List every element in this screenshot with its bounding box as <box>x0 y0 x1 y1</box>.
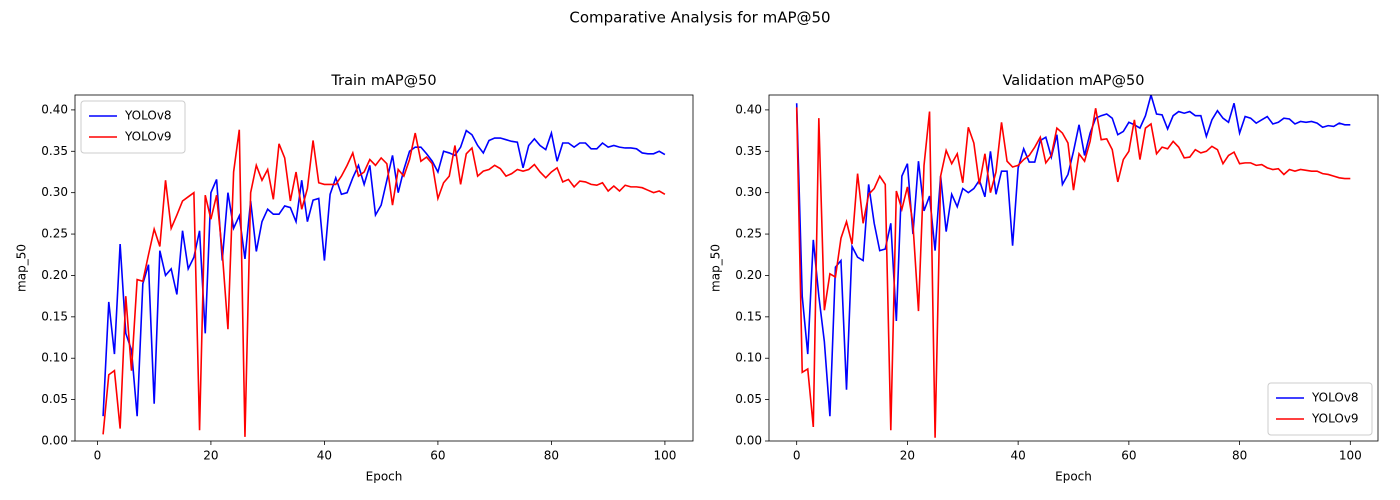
x-tick-label: 100 <box>653 449 676 463</box>
axes-title: Train mAP@50 <box>330 73 436 89</box>
x-axis-label: Epoch <box>1055 470 1092 484</box>
series-line <box>795 95 1351 417</box>
y-tick-label: 0.20 <box>41 268 68 282</box>
x-tick-label: 20 <box>900 449 915 463</box>
y-tick-label: 0.00 <box>735 434 762 448</box>
x-tick-label: 60 <box>1121 449 1136 463</box>
x-tick-label: 40 <box>317 449 332 463</box>
y-tick-label: 0.05 <box>41 392 68 406</box>
y-tick-label: 0.25 <box>41 227 68 241</box>
series-line <box>795 107 1351 438</box>
x-axis-label: Epoch <box>366 470 403 484</box>
x-tick-label: 0 <box>793 449 801 463</box>
legend-label: YOLOv8 <box>1311 391 1359 405</box>
y-tick-label: 0.10 <box>41 351 68 365</box>
y-tick-label: 0.30 <box>735 185 762 199</box>
legend-box <box>1267 382 1373 436</box>
y-tick-label: 0.35 <box>735 144 762 158</box>
y-tick-label: 0.00 <box>41 434 68 448</box>
y-tick-label: 0.20 <box>735 268 762 282</box>
y-tick-label: 0.40 <box>41 102 68 116</box>
y-axis-label: map_50 <box>15 244 29 292</box>
legend-label: YOLOv8 <box>124 109 172 123</box>
figure-title: Comparative Analysis for mAP@50 <box>569 9 830 27</box>
y-axis-label: map_50 <box>709 244 723 292</box>
y-tick-label: 0.15 <box>735 309 762 323</box>
series-line <box>102 129 666 437</box>
y-tick-label: 0.25 <box>735 227 762 241</box>
x-tick-label: 80 <box>1232 449 1247 463</box>
x-tick-label: 100 <box>1339 449 1362 463</box>
axes-title: Validation mAP@50 <box>1003 73 1145 89</box>
legend-label: YOLOv9 <box>1311 412 1359 426</box>
legend-box <box>80 100 186 154</box>
axes-frame <box>768 94 1379 442</box>
x-tick-label: 0 <box>94 449 102 463</box>
axes-frame <box>74 94 694 442</box>
x-tick-label: 20 <box>203 449 218 463</box>
y-tick-label: 0.10 <box>735 351 762 365</box>
y-tick-label: 0.30 <box>41 185 68 199</box>
x-tick-label: 40 <box>1010 449 1025 463</box>
y-tick-label: 0.35 <box>41 144 68 158</box>
x-tick-label: 60 <box>430 449 445 463</box>
y-tick-label: 0.05 <box>735 392 762 406</box>
y-tick-label: 0.40 <box>735 102 762 116</box>
y-tick-label: 0.15 <box>41 309 68 323</box>
legend-label: YOLOv9 <box>124 130 172 144</box>
series-line <box>102 129 666 417</box>
x-tick-label: 80 <box>544 449 559 463</box>
